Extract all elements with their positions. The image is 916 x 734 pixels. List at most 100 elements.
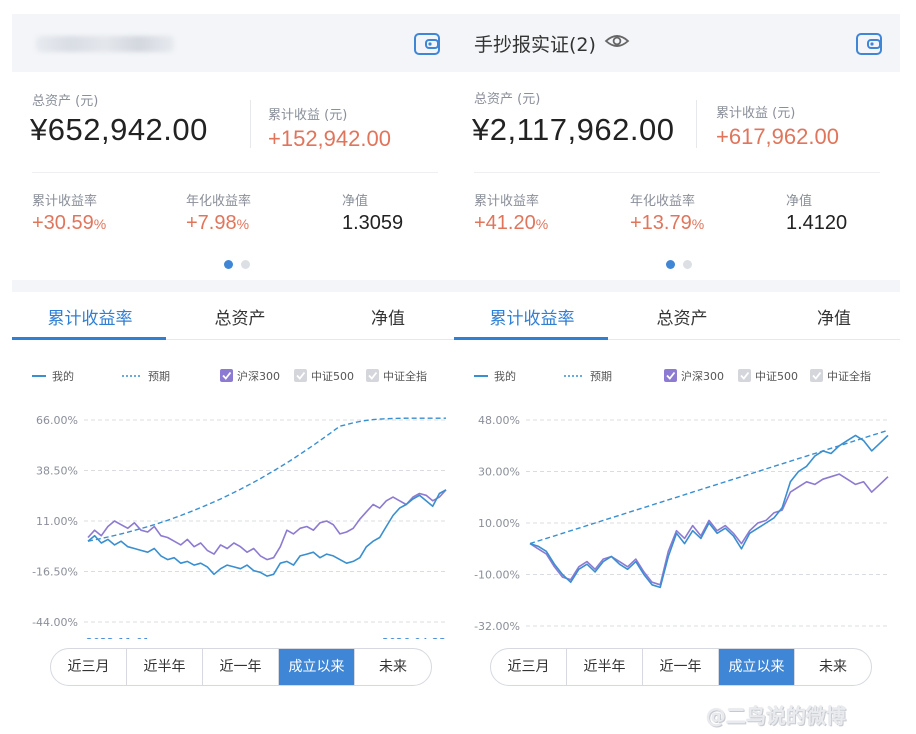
divider: [474, 172, 880, 173]
legend-checkbox-zzall[interactable]: 中证全指: [810, 369, 871, 383]
checkbox-box[interactable]: [220, 369, 233, 382]
series-line-1: [529, 429, 889, 545]
divider: [696, 100, 697, 148]
total-assets-value: ¥2,117,962.00: [472, 112, 675, 147]
cum-rate-label: 累计收益率: [474, 194, 540, 209]
checkbox-box[interactable]: [738, 369, 751, 382]
series-line-0: [87, 489, 447, 577]
y-tick-label: -44.00%: [32, 616, 78, 629]
legend-label-mine: 我的: [494, 369, 516, 383]
page-dot[interactable]: [241, 260, 250, 269]
legend-checkbox-hs300[interactable]: 沪深300: [664, 369, 724, 383]
blurred-account-name: [36, 36, 174, 52]
checkbox-box[interactable]: [294, 369, 307, 382]
chart-grid: 48.00% 30.00% 10.00% -10.00% -32.00%: [474, 414, 890, 633]
period-3m[interactable]: 近三月: [491, 649, 567, 685]
page-dot-active[interactable]: [224, 260, 233, 269]
series-line-2: [87, 489, 447, 561]
return-chart[interactable]: 我的 预期 沪深300 中证500 中证全指 48.00% 30.00% 10.00% -10.…: [454, 354, 900, 639]
watermark: @二鸟说的微博: [706, 704, 846, 728]
y-tick-label: 66.00%: [36, 414, 78, 427]
nav-value: 1.4120: [786, 212, 848, 234]
panel-header: 手抄报实证(2): [454, 14, 900, 72]
tab-total-assets[interactable]: 总资产: [656, 309, 708, 329]
tab-total-assets[interactable]: 总资产: [214, 309, 266, 329]
period-3m[interactable]: 近三月: [51, 649, 127, 685]
legend-label-hs300: 沪深300: [681, 369, 724, 383]
legend-label-expected: 预期: [148, 370, 170, 383]
annual-rate-label: 年化收益率: [186, 194, 252, 209]
y-tick-label: 48.00%: [478, 414, 520, 427]
annual-rate-label: 年化收益率: [630, 194, 696, 209]
period-future[interactable]: 未来: [819, 659, 847, 675]
total-assets-label: 总资产 (元): [474, 92, 541, 107]
period-selector: 近三月 近半年 近一年 成立以来 未来: [50, 648, 432, 686]
active-tab-underline: [12, 337, 166, 340]
active-tab-underline: [454, 337, 608, 340]
period-since-inception[interactable]: 成立以来: [719, 649, 795, 685]
legend-checkbox-zz500[interactable]: 中证500: [738, 369, 798, 383]
period-1y[interactable]: 近一年: [203, 649, 279, 685]
wallet-icon[interactable]: [414, 32, 440, 56]
annual-rate-value: +7.98%: [186, 212, 250, 234]
tab-nav[interactable]: 净值: [817, 309, 851, 329]
wallet-icon[interactable]: [856, 32, 882, 56]
cum-rate-value: +30.59%: [32, 212, 107, 234]
nav-label: 净值: [786, 194, 813, 209]
cum-profit-label: 累计收益 (元): [268, 108, 348, 123]
summary-card: 总资产 (元) ¥2,117,962.00 累计收益 (元) +617,962.…: [454, 72, 900, 280]
account-panel-left: 总资产 (元) ¥652,942.00 累计收益 (元) +152,942.00…: [12, 14, 458, 714]
page-indicator[interactable]: [224, 260, 250, 269]
checkbox-box[interactable]: [366, 369, 379, 382]
eye-icon[interactable]: [604, 31, 630, 51]
cum-profit-label: 累计收益 (元): [716, 106, 796, 121]
legend-label-zz500: 中证500: [755, 370, 798, 383]
x-end-label: 2026-04-23: [382, 636, 446, 639]
legend-label-hs300: 沪深300: [237, 369, 280, 383]
check-icon: [666, 371, 676, 380]
y-tick-label: -32.00%: [474, 620, 520, 633]
tab-cum-rate[interactable]: 累计收益率: [489, 309, 575, 329]
tab-cum-rate[interactable]: 累计收益率: [47, 309, 133, 329]
nav-label: 净值: [342, 194, 369, 209]
account-panel-right: 手抄报实证(2) 总资产 (元) ¥2,117,962.00 累计收益 (元) …: [454, 14, 900, 714]
checkbox-box[interactable]: [810, 369, 823, 382]
summary-card: 总资产 (元) ¥652,942.00 累计收益 (元) +152,942.00…: [12, 72, 458, 280]
legend-label-mine: 我的: [52, 369, 74, 383]
chart-legend: 我的 预期 沪深300 中证500 中证全指: [32, 369, 427, 383]
nav-value: 1.3059: [342, 212, 404, 234]
y-tick-label: 30.00%: [478, 466, 520, 479]
period-selector: 近三月 近半年 近一年 成立以来 未来: [490, 648, 872, 686]
check-icon: [296, 371, 306, 380]
page-dot[interactable]: [683, 260, 692, 269]
divider: [32, 172, 438, 173]
series-line-2: [529, 473, 889, 586]
y-tick-label: 38.50%: [36, 465, 78, 478]
period-since-inception[interactable]: 成立以来: [279, 649, 355, 685]
legend-checkbox-zzall[interactable]: 中证全指: [366, 369, 427, 383]
legend-checkbox-hs300[interactable]: 沪深300: [220, 369, 280, 383]
page-indicator[interactable]: [666, 260, 692, 269]
cum-profit-value: +617,962.00: [716, 124, 839, 149]
period-future[interactable]: 未来: [379, 659, 407, 675]
check-icon: [222, 371, 232, 380]
page-dot-active[interactable]: [666, 260, 675, 269]
chart-tabs: 累计收益率 总资产 净值: [454, 292, 900, 340]
legend-label-zzall: 中证全指: [827, 369, 871, 383]
legend-checkbox-zz500[interactable]: 中证500: [294, 369, 354, 383]
section-gap: [12, 280, 458, 292]
account-name[interactable]: 手抄报实证(2): [474, 34, 596, 56]
total-assets-label: 总资产 (元): [32, 94, 99, 109]
panel-header: [12, 14, 458, 72]
checkbox-box[interactable]: [664, 369, 677, 382]
period-6m[interactable]: 近半年: [127, 649, 203, 685]
return-chart[interactable]: 我的 预期 沪深300 中证500 中证全指 66.00% 38.50% 11.00% -16.…: [12, 354, 458, 639]
series-line-0: [529, 434, 889, 589]
check-icon: [740, 371, 750, 380]
chart-grid: 66.00% 38.50% 11.00% -16.50% -44.00%: [32, 414, 448, 629]
chart-tabs: 累计收益率 总资产 净值: [12, 292, 458, 340]
period-1y[interactable]: 近一年: [643, 649, 719, 685]
tab-nav[interactable]: 净值: [371, 309, 405, 329]
period-6m[interactable]: 近半年: [567, 649, 643, 685]
